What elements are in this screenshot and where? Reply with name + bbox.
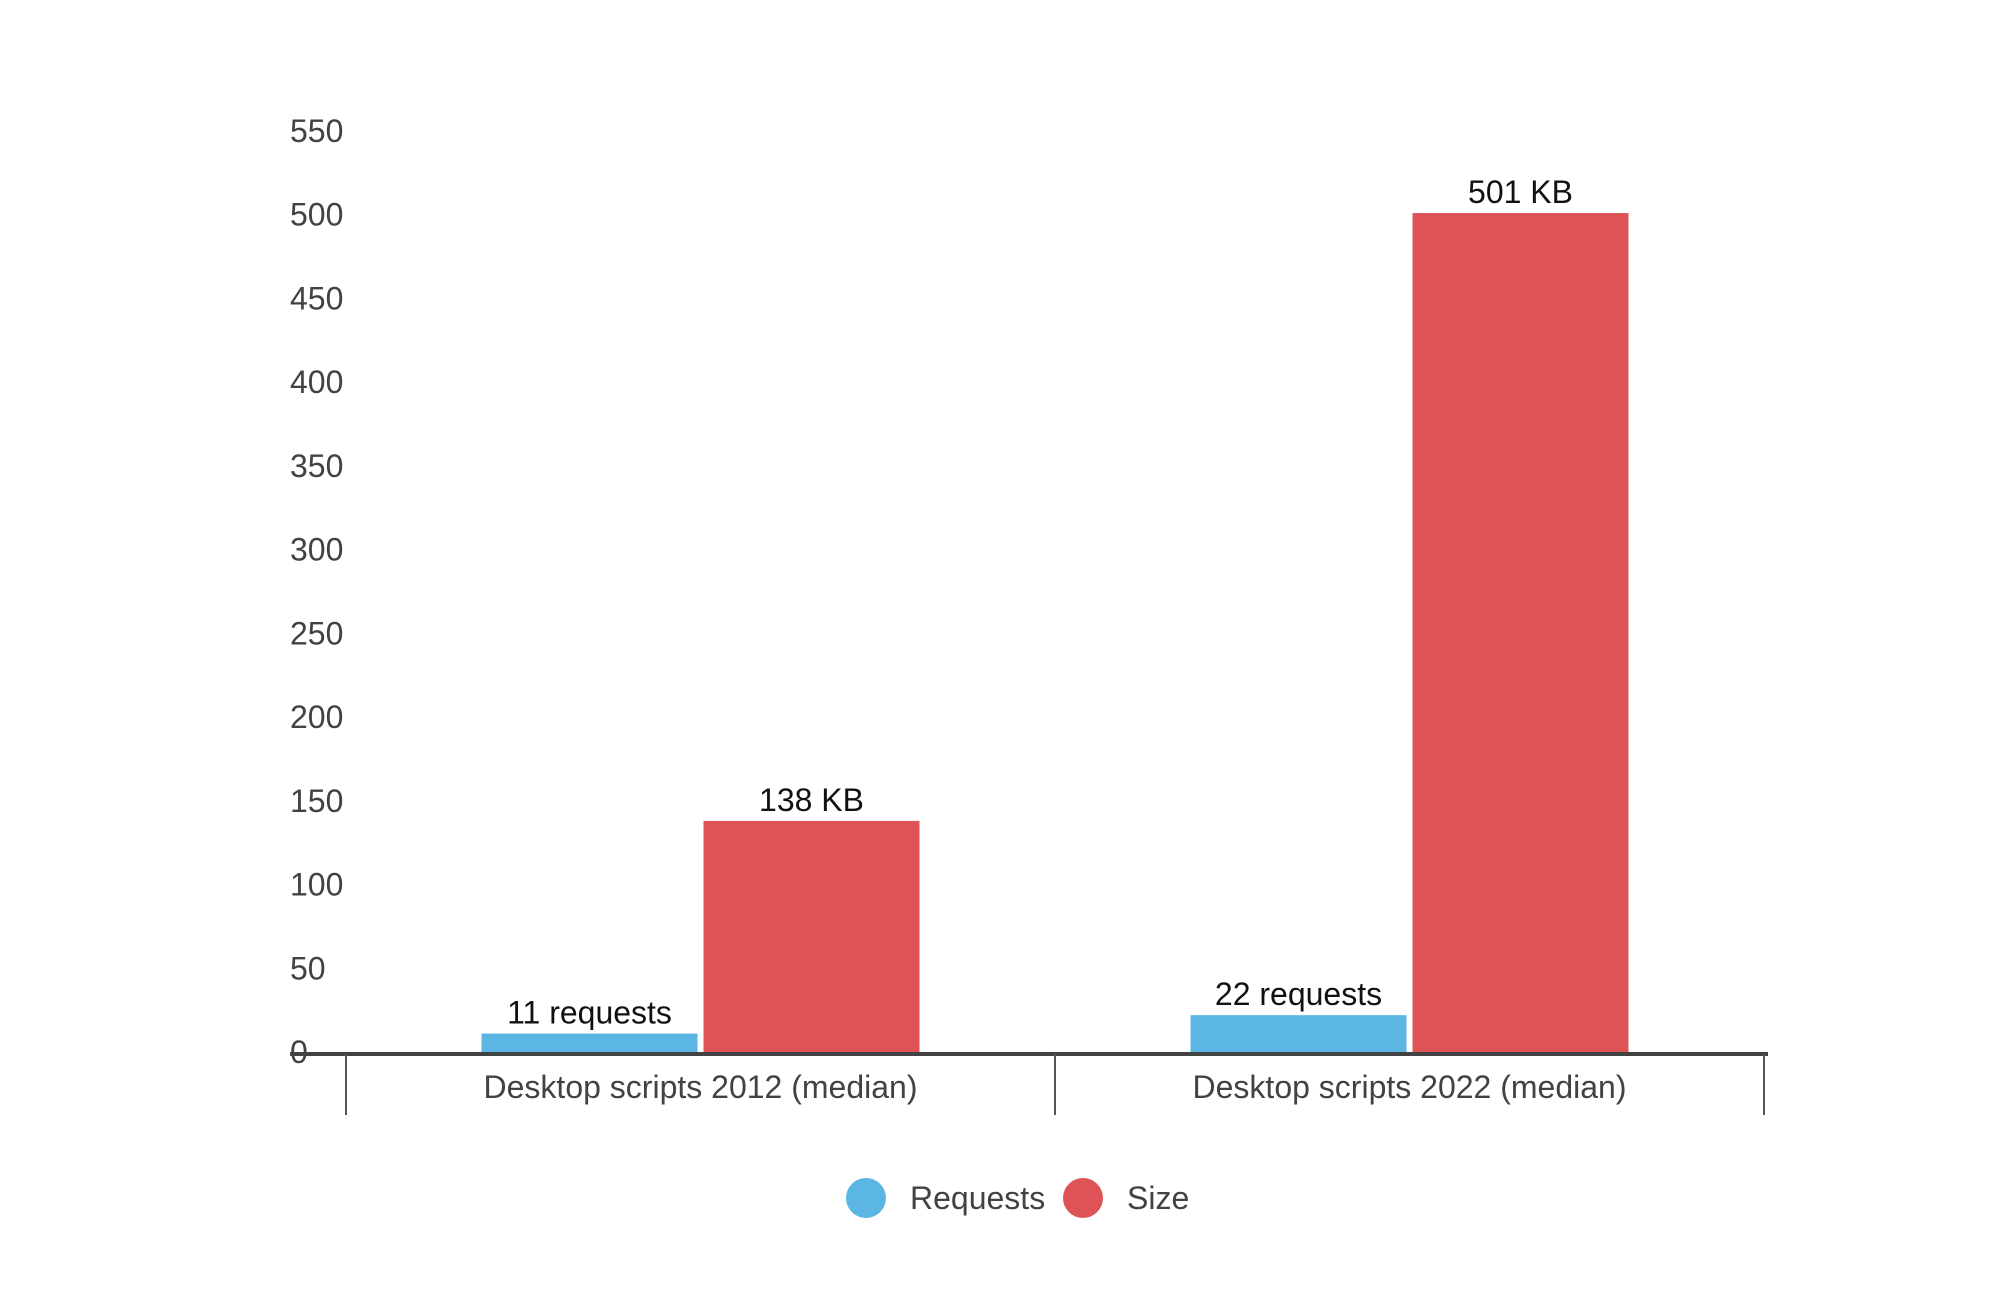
y-tick-label: 150 [290,783,343,819]
legend-swatch-requests [846,1178,886,1218]
x-category-label: Desktop scripts 2012 (median) [484,1069,918,1105]
legend-swatch-size [1063,1178,1103,1218]
y-axis: 050100150200250300350400450500550 [290,113,343,1070]
bar-size-1 [703,820,920,1052]
y-tick-label: 350 [290,448,343,484]
data-label-requests-1: 11 requests [507,995,672,1031]
legend-label-requests: Requests [910,1180,1045,1216]
legend-label-size: Size [1127,1180,1189,1216]
y-tick-label: 250 [290,615,343,651]
data-label-size-2: 501 KB [1468,174,1573,210]
y-tick-label: 450 [290,280,343,316]
y-tick-label: 50 [290,950,326,986]
x-category-label: Desktop scripts 2022 (median) [1193,1069,1627,1105]
bars [481,213,1629,1052]
y-tick-label: 200 [290,699,343,735]
bar-requests-1 [481,1033,698,1052]
y-tick-label: 400 [290,364,343,400]
bar-requests-2 [1190,1015,1407,1052]
y-tick-label: 300 [290,532,343,568]
data-labels: 11 requests 138 KB 22 requests 501 KB [507,174,1573,1031]
y-tick-label: 500 [290,197,343,233]
bar-size-2 [1412,213,1629,1052]
x-axis: Desktop scripts 2012 (median) Desktop scr… [290,1052,1768,1115]
y-tick-label: 550 [290,113,343,149]
data-label-requests-2: 22 requests [1215,976,1382,1012]
data-label-size-1: 138 KB [759,782,864,818]
y-tick-label: 100 [290,867,343,903]
legend: Requests Size [846,1178,1189,1218]
